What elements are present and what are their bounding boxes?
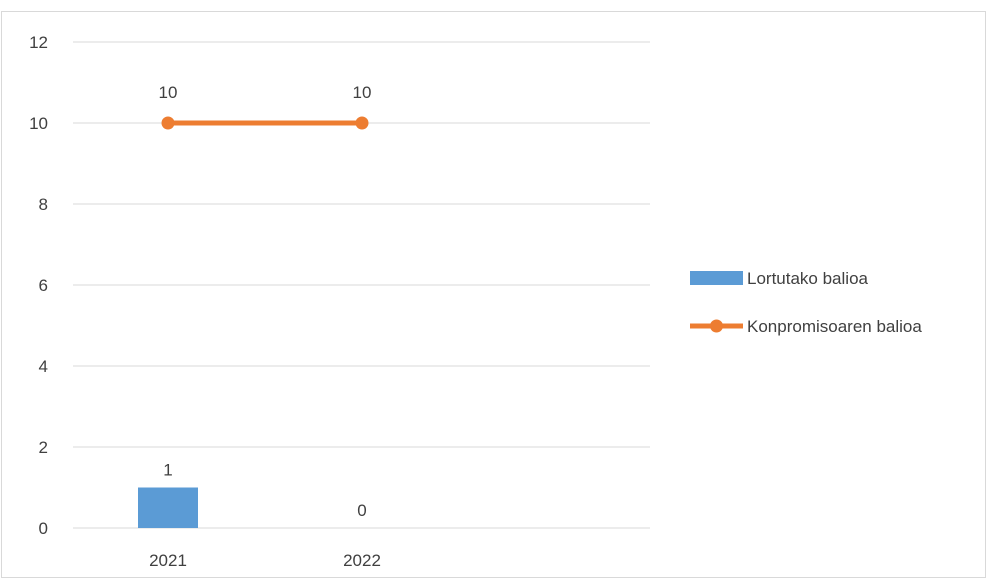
x-axis-ticks: 2021 2022 [149, 551, 381, 570]
legend: Lortutako balioa Konpromisoaren balioa [690, 269, 922, 336]
line-point [161, 116, 175, 130]
y-tick-label: 2 [39, 438, 48, 457]
x-tick-label: 2021 [149, 551, 187, 570]
legend-swatch-marker [710, 319, 723, 333]
line-data-label: 10 [159, 83, 178, 102]
line-series [161, 116, 369, 130]
y-tick-label: 10 [29, 114, 48, 133]
legend-label: Konpromisoaren balioa [747, 317, 922, 336]
y-tick-label: 6 [39, 276, 48, 295]
bar-series [138, 487, 198, 528]
x-tick-label: 2022 [343, 551, 381, 570]
legend-swatch-bar [690, 271, 743, 285]
y-tick-label: 12 [29, 33, 48, 52]
y-tick-label: 0 [39, 519, 48, 538]
bar-data-label: 1 [163, 461, 172, 480]
bar [138, 487, 198, 528]
y-axis-ticks: 0 2 4 6 8 10 12 [29, 33, 48, 538]
y-tick-label: 4 [39, 357, 48, 376]
line-data-label: 10 [353, 83, 372, 102]
legend-label: Lortutako balioa [747, 269, 869, 288]
line-point [355, 116, 369, 130]
chart-border [1, 11, 986, 578]
bar-data-label: 0 [357, 501, 366, 520]
y-tick-label: 8 [39, 195, 48, 214]
